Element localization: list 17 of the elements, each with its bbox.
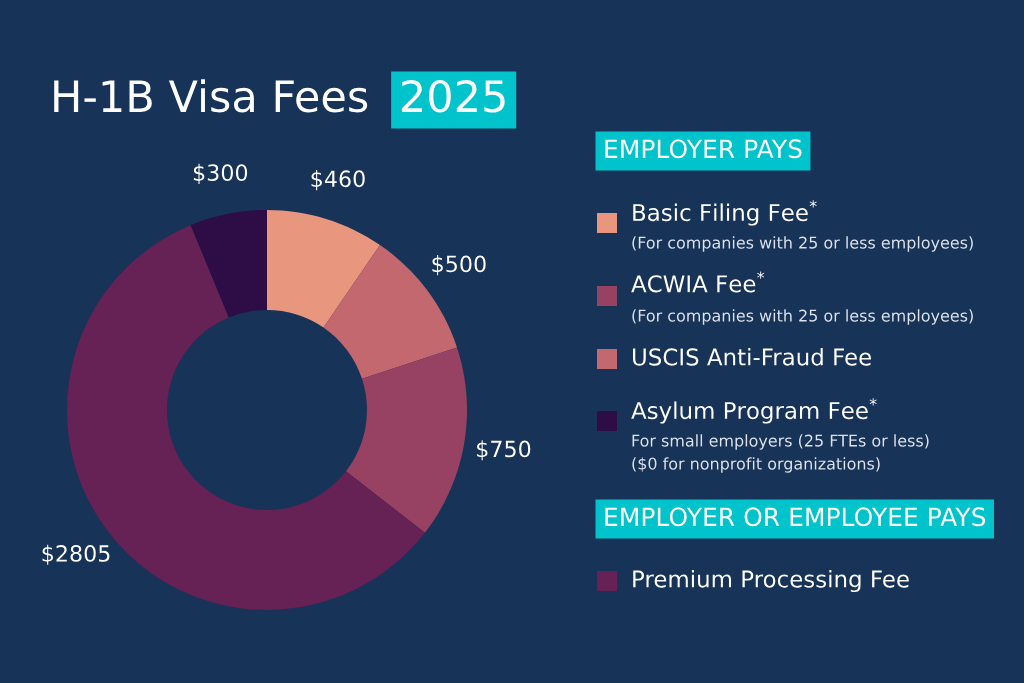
text: EMPLOYER OR EMPLOYEE PAYS — [605, 507, 986, 527]
category-label: ACWIA Fee$^{*}$ (For companies with 25 or less employees) — [631, 271, 973, 325]
legend-label: Premium Processing Fee — [633, 569, 909, 593]
donut-slice — [267, 210, 380, 328]
legend-label: USCIS Anti-Fraud Fee — [632, 347, 871, 366]
chart-subtitle: 2025 — [402, 79, 505, 113]
chart-title: H-1B Visa Fees — [54, 79, 368, 113]
data-label: $750 — [477, 440, 531, 461]
donut-slice — [345, 347, 467, 533]
donut-slice — [190, 210, 267, 318]
data-label: $500 — [432, 255, 486, 276]
text: EMPLOYER PAYS — [605, 139, 802, 159]
data-label: $300 — [193, 163, 248, 184]
category-label: Asylum Program Fee$^{*}$ For small employers (25 FTEs or less) ($0 for nonprofit organizations) — [631, 398, 929, 473]
data-label: $460 — [311, 169, 365, 191]
data-label: $2805 — [42, 544, 110, 565]
category-label: Basic Filing Fee$^{*}$ (For companies with 25 or less employees) — [632, 200, 973, 252]
